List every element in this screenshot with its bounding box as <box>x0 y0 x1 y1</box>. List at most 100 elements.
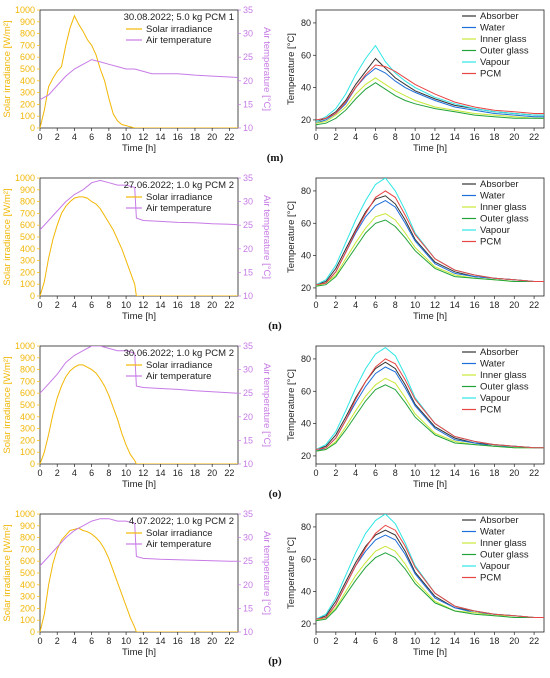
series-line-outer-glass <box>316 82 544 126</box>
x-tick-label: 2 <box>55 132 60 142</box>
legend-label: Vapour <box>480 57 510 68</box>
y-axis-label: Solar irradiance [W/m²] <box>2 20 13 117</box>
y2-tick-label: 30 <box>243 533 253 543</box>
subfigure-label: (p) <box>268 655 282 667</box>
series-line-outer-glass <box>316 219 544 287</box>
y2-tick-label: 20 <box>243 76 253 86</box>
y-axis-label: Temperature [°C] <box>286 201 297 273</box>
y2-tick-label: 15 <box>243 603 253 613</box>
y-tick-label: 60 <box>301 218 311 228</box>
legend-label: Vapour <box>480 561 510 572</box>
x-tick-label: 22 <box>529 468 539 478</box>
x-tick-label: 20 <box>207 132 217 142</box>
y-tick-label: 300 <box>20 88 35 98</box>
y-axis-label: Temperature [°C] <box>286 537 297 609</box>
y2-tick-label: 20 <box>243 580 253 590</box>
panel-annotation: 30.06.2022; 1.0 kg PCM 2 <box>124 348 234 359</box>
x-axis-label: Time [h] <box>122 143 156 154</box>
x-axis-label: Time [h] <box>413 647 447 658</box>
legend-label: Solar irradiance <box>146 192 213 203</box>
y-tick-label: 0 <box>30 123 35 133</box>
x-tick-label: 12 <box>138 468 148 478</box>
x-tick-label: 10 <box>121 132 131 142</box>
y-axis-label: Solar irradiance [W/m²] <box>2 188 13 285</box>
x-tick-label: 16 <box>470 300 480 310</box>
series-line-pcm <box>316 64 544 121</box>
x-tick-label: 6 <box>89 300 94 310</box>
y-tick-label: 400 <box>20 412 35 422</box>
legend-label: PCM <box>480 405 501 416</box>
x-tick-label: 8 <box>393 636 398 646</box>
series-line-air-temperature <box>40 179 238 231</box>
y-tick-label: 40 <box>301 83 311 93</box>
y-tick-label: 40 <box>301 251 311 261</box>
x-tick-label: 18 <box>489 300 499 310</box>
legend-label: Inner glass <box>480 370 527 381</box>
series-line-solar-irradiance <box>40 527 238 632</box>
x-tick-label: 8 <box>106 132 111 142</box>
x-tick-label: 10 <box>410 300 420 310</box>
x-axis-label: Time [h] <box>413 143 447 154</box>
x-tick-label: 18 <box>489 636 499 646</box>
y2-tick-label: 25 <box>243 556 253 566</box>
y-tick-label: 800 <box>20 29 35 39</box>
y2-tick-label: 35 <box>243 173 253 183</box>
x-tick-label: 10 <box>410 132 420 142</box>
y2-tick-label: 10 <box>243 291 253 301</box>
y-axis-label: Solar irradiance [W/m²] <box>2 356 13 453</box>
y2-tick-label: 10 <box>243 123 253 133</box>
series-line-pcm <box>316 524 544 620</box>
y-axis-label: Solar irradiance [W/m²] <box>2 524 13 621</box>
y-tick-label: 800 <box>20 533 35 543</box>
x-tick-label: 18 <box>489 468 499 478</box>
x-tick-label: 20 <box>509 300 519 310</box>
subfigure-label: (n) <box>268 320 282 332</box>
y-tick-label: 80 <box>301 18 311 28</box>
x-axis-label: Time [h] <box>122 647 156 658</box>
y-tick-label: 500 <box>20 568 35 578</box>
x-tick-label: 14 <box>156 468 166 478</box>
x-tick-label: 20 <box>509 468 519 478</box>
x-tick-label: 20 <box>207 468 217 478</box>
legend-label: Air temperature <box>146 203 211 214</box>
series-line-air-temperature <box>40 518 238 567</box>
x-tick-label: 20 <box>207 636 217 646</box>
y-tick-label: 700 <box>20 208 35 218</box>
panel-annotation: 27.06.2022; 1.0 kg PCM 2 <box>124 180 234 191</box>
x-tick-label: 6 <box>89 468 94 478</box>
legend-label: Water <box>480 359 505 370</box>
y2-axis-label: Air temperature [°C] <box>261 363 272 447</box>
x-tick-label: 20 <box>207 300 217 310</box>
legend-label: Vapour <box>480 393 510 404</box>
x-tick-label: 4 <box>353 636 358 646</box>
legend-label: PCM <box>480 69 501 80</box>
y-tick-label: 1000 <box>15 341 35 351</box>
x-tick-label: 14 <box>156 132 166 142</box>
legend-label: Outer glass <box>480 214 529 225</box>
panel-p-right: 0 2 4 6 8 10 12 14 16 18 20 22 20 40 60 80 Time [h] Tempe… <box>286 513 545 658</box>
y2-tick-label: 15 <box>243 267 253 277</box>
legend-label: Air temperature <box>146 371 211 382</box>
x-tick-label: 10 <box>410 468 420 478</box>
y2-tick-label: 15 <box>243 435 253 445</box>
y-tick-label: 0 <box>30 291 35 301</box>
y-tick-label: 700 <box>20 544 35 554</box>
y-tick-label: 60 <box>301 386 311 396</box>
x-tick-label: 2 <box>55 636 60 646</box>
series-line-air-temperature <box>40 59 238 101</box>
y-tick-label: 600 <box>20 388 35 398</box>
y-tick-label: 300 <box>20 256 35 266</box>
y-tick-label: 500 <box>20 400 35 410</box>
legend-label: Water <box>480 191 505 202</box>
y-tick-label: 500 <box>20 64 35 74</box>
legend-label: Inner glass <box>480 538 527 549</box>
y-tick-label: 300 <box>20 424 35 434</box>
y-tick-label: 100 <box>20 279 35 289</box>
x-tick-label: 2 <box>333 300 338 310</box>
y-tick-label: 600 <box>20 52 35 62</box>
panel-p-left: 0 2 4 6 8 10 12 14 16 18 20 22010020030040050060070… <box>2 509 272 658</box>
y2-tick-label: 30 <box>243 197 253 207</box>
legend-label: Solar irradiance <box>146 360 213 371</box>
y-tick-label: 700 <box>20 376 35 386</box>
